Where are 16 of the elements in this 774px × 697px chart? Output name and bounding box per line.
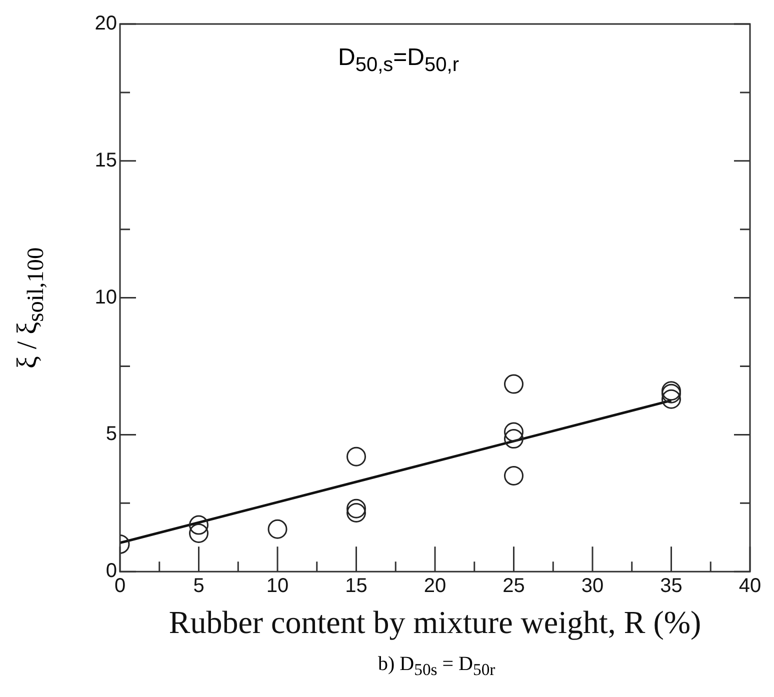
x-axis-title: Rubber content by mixture weight, R (%) (168, 604, 702, 640)
y-tick-label: 15 (94, 149, 117, 172)
x-tick-label: 10 (266, 575, 289, 598)
x-tick-label: 5 (193, 575, 204, 598)
y-tick-label: 5 (106, 423, 117, 446)
annotation: D$_{50,s}$=D$_{50,r}$ (338, 44, 459, 77)
y-tick-label: 0 (106, 560, 117, 582)
x-tick-label: 25 (502, 575, 525, 598)
x-tick-label: 20 (424, 575, 446, 598)
text: b) D$_{50s}$ = D$_{50r}$ (378, 653, 496, 680)
y-tick-label: 10 (94, 286, 117, 308)
x-tick-label: 30 (581, 575, 604, 598)
x-tick-label: 40 (738, 575, 762, 598)
x-tick-label: 35 (660, 575, 682, 598)
y-tick-label: 20 (94, 12, 117, 35)
x-tick-label: 15 (345, 575, 368, 598)
